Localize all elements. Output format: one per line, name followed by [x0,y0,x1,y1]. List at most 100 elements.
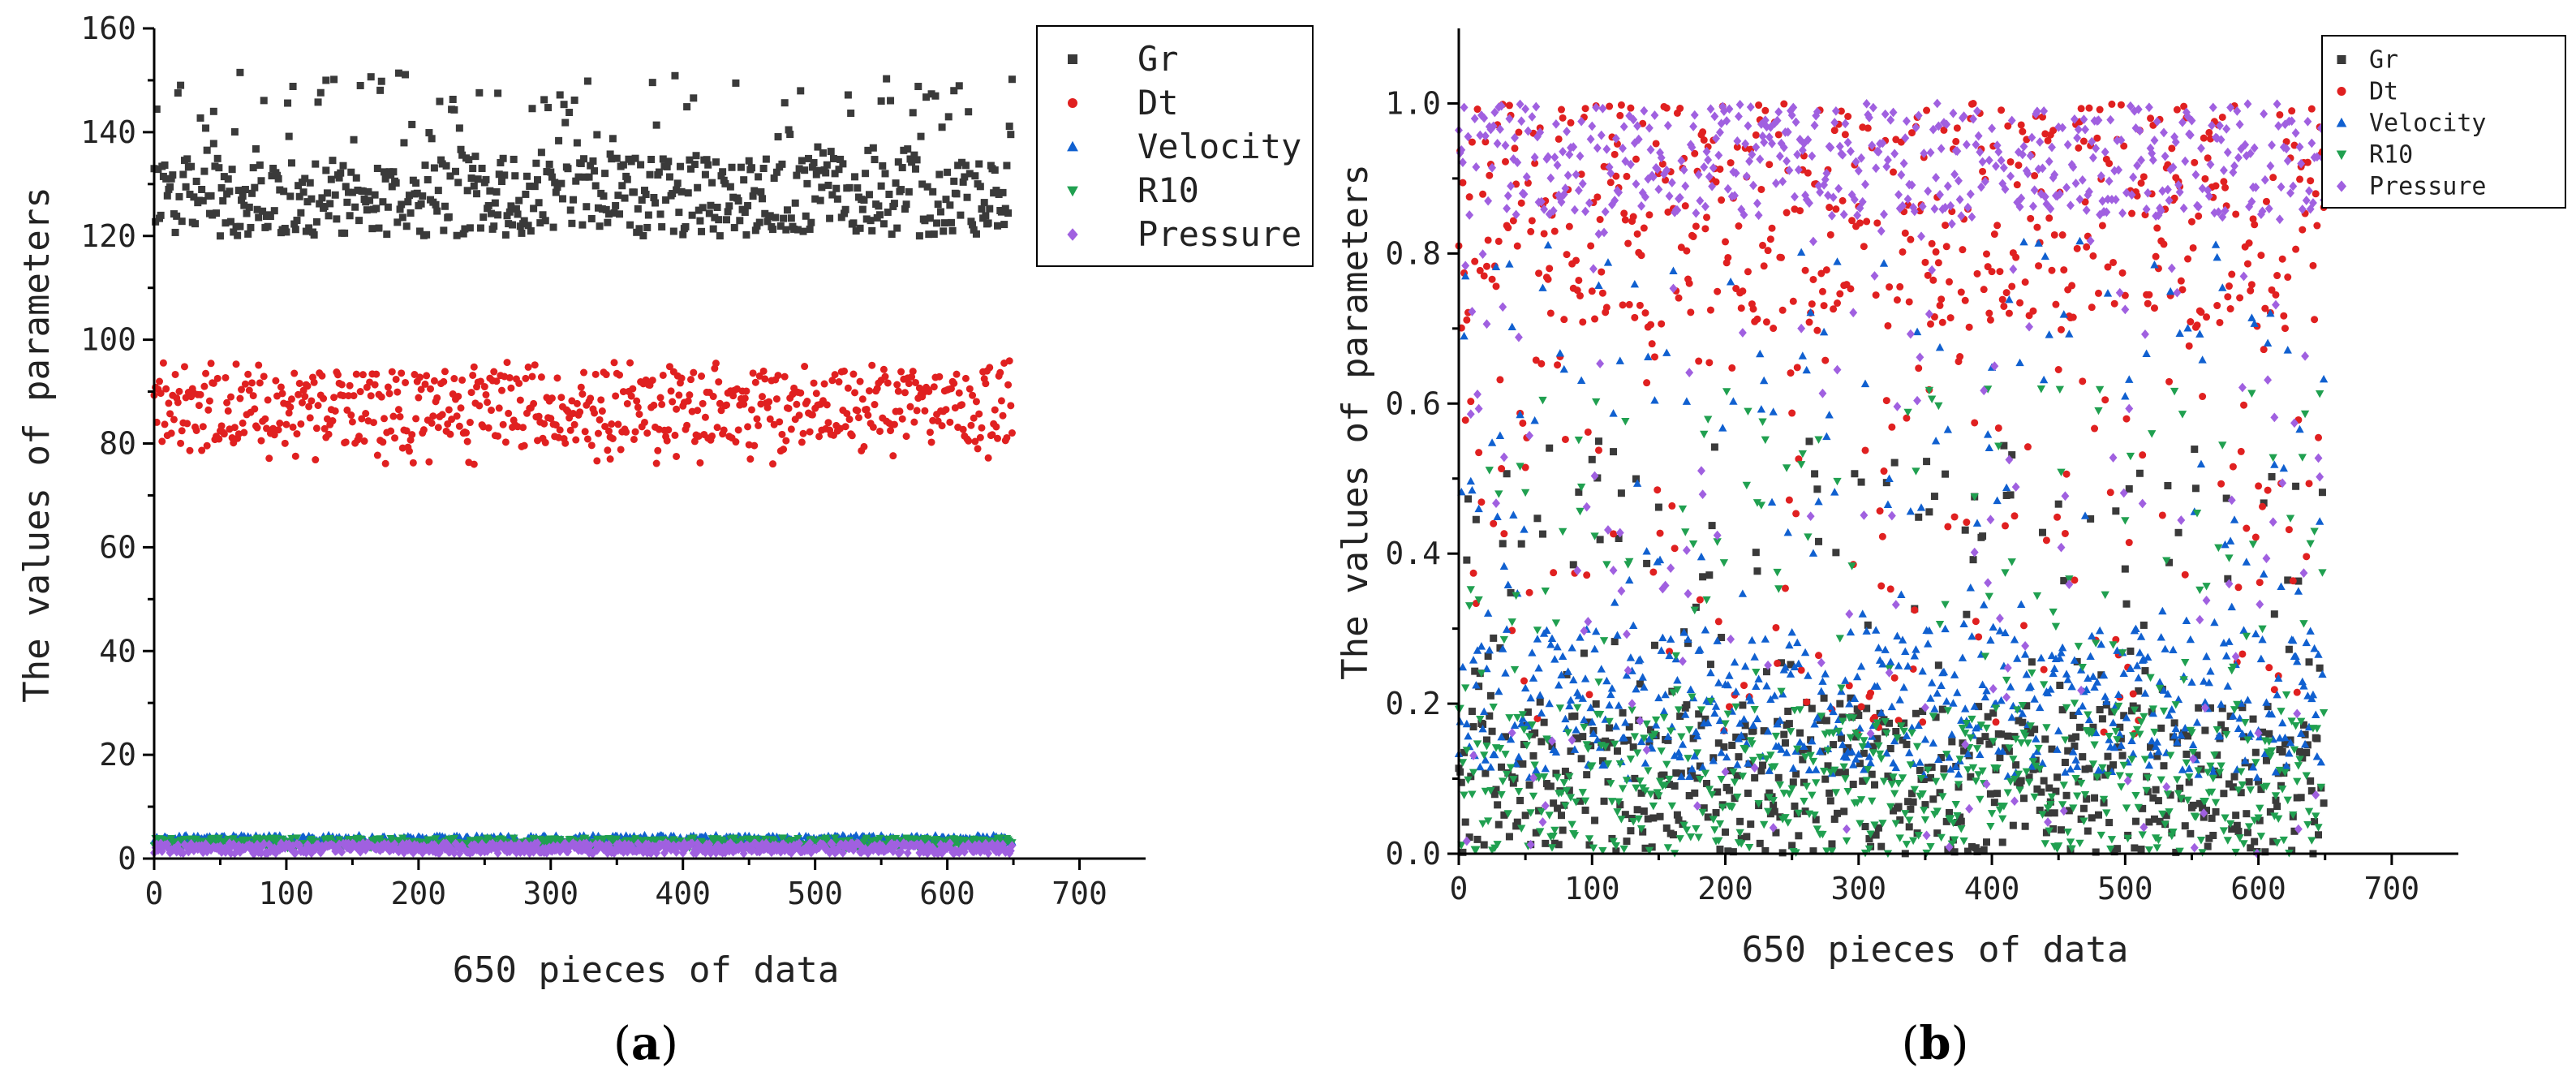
data-point [238,385,246,394]
data-point [801,166,809,174]
data-point [905,380,913,388]
data-point [1924,626,1934,635]
data-point [1826,702,1835,710]
data-point [1828,840,1836,848]
data-point [795,838,804,849]
data-point [1583,571,1591,579]
data-point [372,370,381,378]
data-point [1546,640,1555,648]
data-point [398,200,406,209]
data-point [291,452,299,460]
data-point [2008,282,2016,291]
data-point [1986,790,1994,798]
data-point [780,446,788,454]
data-point [2293,688,2301,696]
data-point [272,377,280,385]
data-point [807,218,815,226]
data-point [351,203,359,211]
data-point [609,434,617,442]
data-point [396,412,404,420]
data-point [432,842,441,853]
data-point [1574,691,1584,700]
data-point [772,395,781,403]
data-point [2021,822,2029,830]
data-point [1691,149,1699,157]
data-point [501,171,509,179]
series-pressure-points [150,837,1017,859]
data-point [704,161,712,169]
data-point [264,396,272,404]
data-point [1588,287,1596,295]
data-point [1788,409,1796,417]
data-point [1480,272,1488,280]
data-point [2178,286,2187,294]
data-point [803,179,811,187]
data-point [1729,848,1737,856]
data-point [465,156,473,164]
data-point [558,195,566,203]
data-point [440,377,448,385]
data-point [1714,678,1723,687]
data-point [2144,299,2152,308]
data-point [221,219,230,227]
data-point [1925,508,1933,516]
data-point [1534,664,1543,672]
data-point [2204,154,2212,162]
data-point [1896,282,1904,291]
data-point [224,407,232,415]
data-point [359,187,367,196]
data-point [1606,102,1614,110]
data-point [241,380,249,388]
data-point [659,840,668,850]
data-point [854,184,862,192]
data-point [618,182,626,190]
data-point [1830,305,1838,313]
data-point [2247,281,2256,289]
data-point [2054,366,2062,374]
data-point [648,79,656,87]
data-point [1953,818,1961,826]
data-point [1573,734,1581,743]
data-point [2255,777,2263,786]
data-point [892,838,901,849]
data-point [1811,470,1819,478]
data-point [1916,766,1924,774]
data-point [392,179,400,187]
data-point [911,165,919,173]
data-point [433,394,441,402]
data-point [707,201,715,209]
data-point [1785,496,1793,504]
data-point [2264,703,2272,711]
data-point [806,225,814,233]
data-point [2233,821,2241,829]
data-point [2164,482,2172,490]
data-point [1548,743,1556,751]
data-point [865,387,873,395]
data-point [1658,320,1666,328]
data-point [1808,704,1816,713]
data-point [603,848,612,859]
data-point [260,838,269,849]
data-point [879,161,887,170]
data-point [1765,766,1774,774]
data-point [851,173,859,181]
data-point [699,846,707,856]
data-point [1664,208,1672,216]
y-tick-label: 80 [99,426,136,462]
data-point [318,372,326,380]
data-point [1826,230,1834,239]
data-point [2013,181,2021,189]
data-point [542,848,551,858]
data-point [755,421,763,429]
data-point [1463,556,1471,564]
data-point [1603,258,1613,266]
data-point [1696,645,1705,653]
data-point [455,124,463,132]
data-point [2236,294,2244,302]
axis-lines [153,28,1146,860]
data-point [801,363,809,371]
data-point [1905,298,1913,306]
data-point [1576,797,1584,805]
data-point [2259,502,2267,510]
x-tick-label: 200 [391,876,447,911]
